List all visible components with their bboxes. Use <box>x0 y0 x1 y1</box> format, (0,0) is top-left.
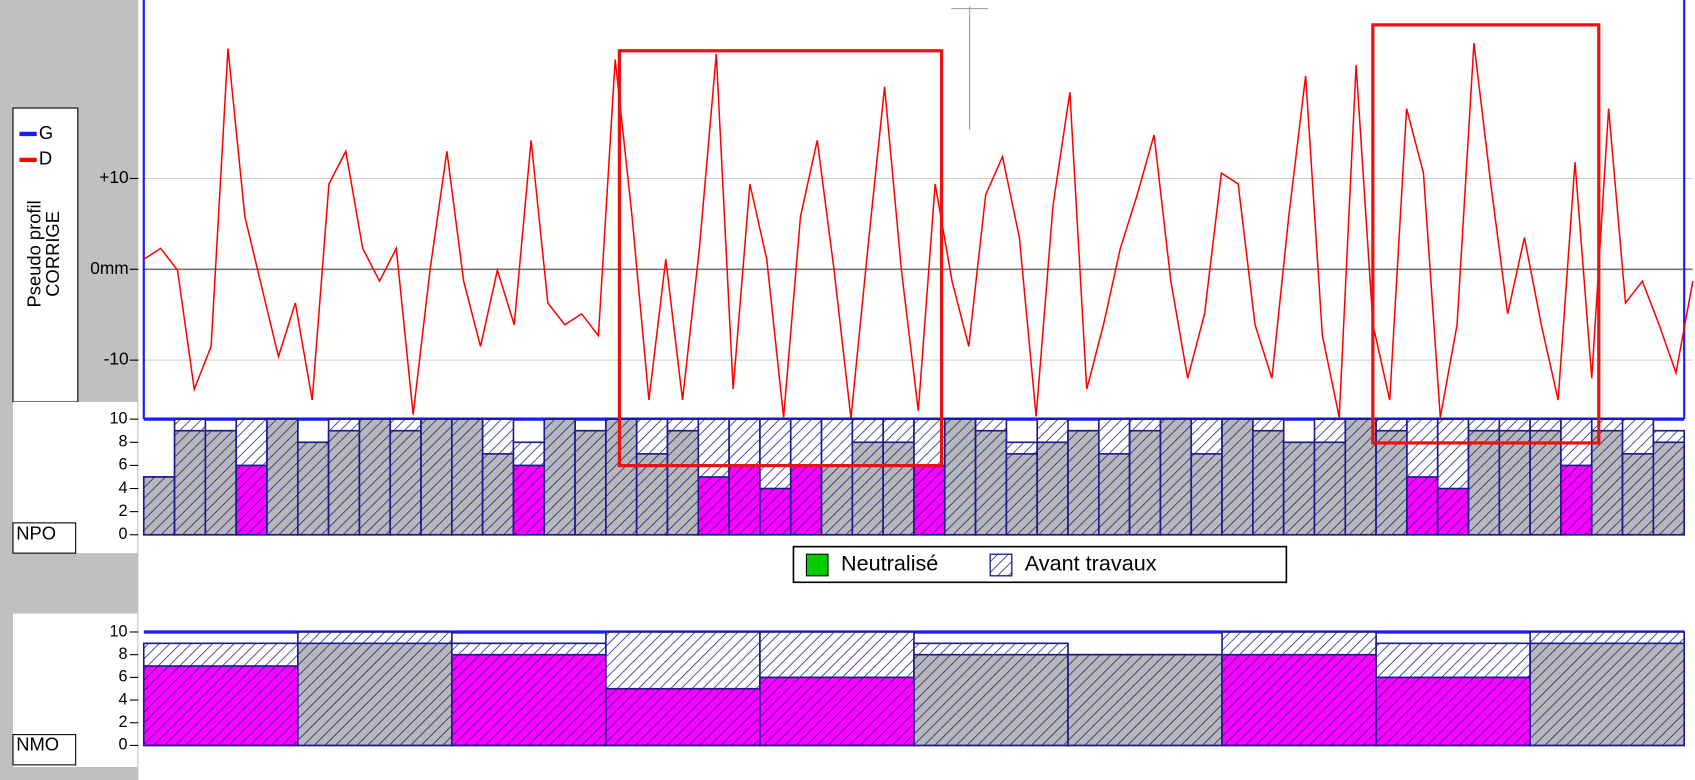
bar-hatch <box>173 429 207 536</box>
bar-hatch <box>1406 476 1439 536</box>
bar-hatch <box>697 476 730 536</box>
bar-hatch <box>1282 441 1316 536</box>
bar-hatch <box>1067 653 1223 747</box>
bar-hatch <box>1005 453 1039 536</box>
bar-hatch <box>1252 429 1285 536</box>
bar-hatch <box>605 418 638 536</box>
highlight-box <box>617 49 944 468</box>
bar-hatch <box>1313 441 1347 536</box>
y-tick-label: 0 <box>119 525 128 543</box>
bar-hatch <box>882 441 915 536</box>
legend-label: Avant travaux <box>1025 551 1157 576</box>
bar-hatch <box>543 418 576 536</box>
bar-hatch <box>1128 429 1162 536</box>
bar-hatch <box>420 418 453 536</box>
bar-hatch <box>1529 429 1562 536</box>
bar-hatch <box>605 687 761 747</box>
bar-hatch <box>451 418 484 536</box>
legend-swatch <box>989 553 1013 577</box>
y-tick-label: 8 <box>119 433 128 451</box>
y-tick-label: +10 <box>99 167 128 187</box>
bar-hatch <box>1190 453 1223 536</box>
y-axis-label: CORRIGE <box>42 211 63 297</box>
bar-hatch <box>1221 418 1254 536</box>
bar-hatch <box>1375 429 1408 536</box>
y-tick-label: 2 <box>119 502 128 520</box>
bar-hatch <box>913 653 1069 747</box>
bar-hatch <box>1529 642 1686 747</box>
bar-hatch <box>1067 429 1100 536</box>
y-tick-label: 6 <box>119 668 128 686</box>
bar-hatch <box>635 453 669 536</box>
npo-title-box <box>12 522 77 554</box>
legend-label: Neutralisé <box>841 551 938 576</box>
bar-hatch <box>974 429 1008 536</box>
bar-hatch <box>1159 418 1193 536</box>
bar-hatch <box>451 653 607 747</box>
bar-hatch <box>266 418 299 536</box>
y-tick-label: 0mm <box>90 258 128 278</box>
bar-hatch <box>204 429 238 536</box>
bar-hatch <box>851 441 884 536</box>
bar-hatch <box>728 464 761 536</box>
bar-hatch <box>481 453 515 536</box>
bar-hatch <box>759 676 915 747</box>
nmo-title-box <box>12 734 77 766</box>
bar-hatch <box>142 665 299 747</box>
data-line <box>143 43 1694 419</box>
bar-hatch <box>1436 487 1470 536</box>
bar-hatch <box>1221 653 1377 747</box>
bar-hatch <box>1498 429 1531 536</box>
y-tick-label: 6 <box>119 456 128 474</box>
bar-hatch <box>297 441 330 536</box>
bar-hatch <box>142 476 176 536</box>
bar-hatch <box>1375 676 1531 747</box>
bar-hatch <box>297 642 453 747</box>
y-tick-label: 4 <box>119 479 128 497</box>
bar-hatch <box>327 429 361 536</box>
bar-hatch <box>759 487 792 536</box>
y-tick-label: 0 <box>119 736 128 754</box>
bar-hatch <box>235 464 268 536</box>
bar-hatch <box>666 429 700 536</box>
panel-title: NPO <box>16 523 56 544</box>
bar-hatch <box>389 429 422 536</box>
bar-hatch <box>943 418 977 536</box>
bar-hatch <box>574 429 607 536</box>
bar-hatch <box>820 464 854 536</box>
bar-hatch <box>358 418 392 536</box>
legend-swatch <box>805 553 829 577</box>
y-tick-label: 2 <box>119 713 128 731</box>
bar-hatch <box>512 464 546 536</box>
y-tick-label: -10 <box>104 349 129 369</box>
bar-hatch <box>1467 429 1501 536</box>
bar-hatch <box>1560 464 1593 536</box>
bar-hatch <box>1098 453 1131 536</box>
legend-label: G <box>39 122 53 143</box>
panel-title: NMO <box>16 733 59 754</box>
highlight-box <box>1371 23 1601 445</box>
bar-hatch <box>1652 441 1686 536</box>
y-tick-label: 4 <box>119 690 128 708</box>
y-tick-label: 10 <box>110 409 128 427</box>
y-tick-label: 10 <box>110 622 128 640</box>
label-box <box>12 107 79 403</box>
bar-hatch <box>1036 441 1069 536</box>
bar-hatch <box>1621 453 1655 536</box>
bar-hatch <box>1590 429 1624 536</box>
legend-label: D <box>39 148 52 169</box>
y-tick-label: 8 <box>119 645 128 663</box>
bar-hatch <box>789 464 823 536</box>
y-axis-label: Pseudo profil <box>24 200 45 307</box>
legend-box <box>792 545 1288 584</box>
bar-hatch <box>913 464 946 536</box>
bar-hatch <box>1344 418 1377 536</box>
